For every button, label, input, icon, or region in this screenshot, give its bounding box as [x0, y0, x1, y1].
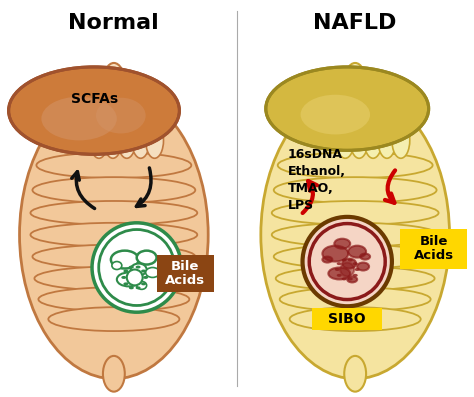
Ellipse shape — [32, 177, 195, 203]
Ellipse shape — [35, 266, 193, 290]
Ellipse shape — [357, 262, 369, 270]
Ellipse shape — [118, 123, 136, 158]
Ellipse shape — [272, 223, 438, 247]
Ellipse shape — [136, 286, 141, 289]
Ellipse shape — [103, 356, 125, 391]
Ellipse shape — [32, 245, 195, 268]
Ellipse shape — [19, 91, 208, 379]
FancyBboxPatch shape — [400, 229, 467, 268]
Ellipse shape — [143, 276, 148, 279]
Ellipse shape — [103, 63, 125, 103]
Ellipse shape — [337, 262, 342, 265]
Ellipse shape — [348, 246, 366, 258]
Text: Bile
Acids: Bile Acids — [165, 260, 205, 287]
Ellipse shape — [364, 123, 382, 158]
Ellipse shape — [132, 123, 150, 158]
Ellipse shape — [274, 177, 437, 203]
Ellipse shape — [348, 258, 353, 262]
Ellipse shape — [350, 123, 368, 158]
Ellipse shape — [137, 251, 156, 264]
Ellipse shape — [9, 67, 179, 154]
Ellipse shape — [302, 217, 392, 306]
Ellipse shape — [347, 276, 357, 282]
Ellipse shape — [335, 268, 340, 271]
Ellipse shape — [392, 123, 410, 158]
Ellipse shape — [355, 268, 360, 271]
Ellipse shape — [342, 278, 346, 280]
Ellipse shape — [129, 286, 134, 289]
Ellipse shape — [328, 268, 350, 279]
Ellipse shape — [96, 98, 146, 133]
Text: Bile
Acids: Bile Acids — [413, 235, 454, 262]
Ellipse shape — [348, 278, 353, 280]
Ellipse shape — [48, 307, 179, 331]
Ellipse shape — [129, 266, 134, 268]
Ellipse shape — [290, 307, 421, 331]
Ellipse shape — [261, 91, 449, 379]
Ellipse shape — [360, 254, 370, 260]
Ellipse shape — [123, 282, 128, 285]
Ellipse shape — [41, 97, 117, 141]
Ellipse shape — [272, 201, 438, 225]
Ellipse shape — [353, 274, 358, 277]
Ellipse shape — [112, 262, 122, 270]
Ellipse shape — [92, 223, 182, 312]
Ellipse shape — [322, 246, 348, 262]
Ellipse shape — [353, 262, 358, 265]
Ellipse shape — [342, 258, 356, 268]
Ellipse shape — [336, 123, 354, 158]
Ellipse shape — [131, 264, 146, 276]
Ellipse shape — [146, 268, 160, 278]
Ellipse shape — [378, 123, 396, 158]
Ellipse shape — [322, 256, 332, 262]
Ellipse shape — [146, 123, 164, 158]
Ellipse shape — [276, 266, 435, 290]
Ellipse shape — [123, 270, 128, 272]
Text: Normal: Normal — [68, 13, 159, 33]
Ellipse shape — [117, 272, 141, 286]
Ellipse shape — [136, 266, 141, 268]
Text: 16sDNA
Ethanol,
TMAO,
LPS: 16sDNA Ethanol, TMAO, LPS — [288, 148, 346, 212]
Ellipse shape — [340, 262, 354, 276]
Ellipse shape — [344, 63, 366, 103]
Ellipse shape — [342, 258, 346, 262]
Text: SCFAs: SCFAs — [71, 92, 118, 106]
Ellipse shape — [280, 287, 431, 311]
Ellipse shape — [38, 287, 189, 311]
Ellipse shape — [121, 276, 126, 279]
Ellipse shape — [301, 95, 370, 135]
Ellipse shape — [278, 152, 433, 178]
Ellipse shape — [337, 274, 342, 277]
FancyBboxPatch shape — [312, 308, 382, 330]
Ellipse shape — [30, 223, 197, 247]
Ellipse shape — [141, 282, 146, 285]
Ellipse shape — [36, 152, 191, 178]
Ellipse shape — [30, 201, 197, 225]
Text: SIBO: SIBO — [328, 312, 366, 326]
Text: NAFLD: NAFLD — [313, 13, 397, 33]
Ellipse shape — [111, 251, 139, 268]
Ellipse shape — [137, 281, 146, 289]
Ellipse shape — [274, 245, 437, 268]
Ellipse shape — [90, 123, 108, 158]
Ellipse shape — [334, 239, 350, 249]
Ellipse shape — [104, 123, 122, 158]
FancyBboxPatch shape — [156, 254, 214, 292]
Ellipse shape — [141, 270, 146, 272]
Ellipse shape — [266, 67, 428, 150]
Ellipse shape — [127, 270, 143, 285]
Ellipse shape — [344, 356, 366, 391]
